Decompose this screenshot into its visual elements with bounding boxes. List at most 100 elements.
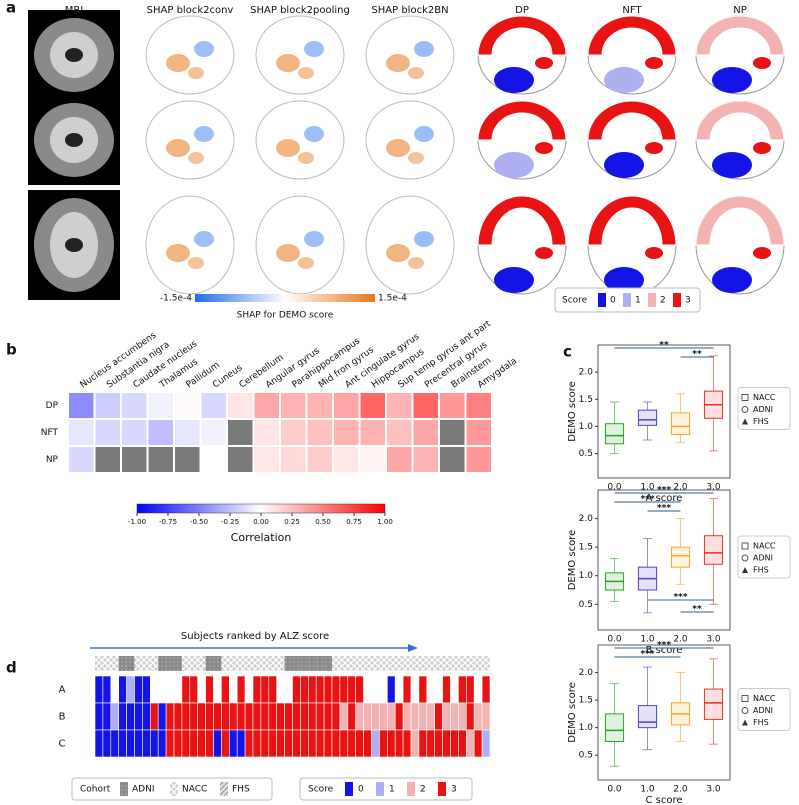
heatmap-cell	[173, 418, 202, 447]
heatmap-cell	[307, 675, 317, 704]
heatmap-cell	[229, 702, 238, 731]
heatmap-cell	[358, 418, 387, 447]
region	[535, 57, 553, 69]
heatmap-cell	[213, 729, 222, 758]
heatmap-cell	[458, 729, 467, 758]
legend-label: 3	[451, 785, 457, 795]
significance-label: ***	[640, 495, 654, 505]
heatmap-cell	[173, 702, 183, 731]
heatmap-cell	[379, 729, 388, 758]
heatmap-cell	[411, 445, 440, 474]
heatmap-cell	[418, 729, 428, 758]
heatmap-cell	[142, 729, 151, 758]
shap-blob	[414, 126, 434, 142]
cohort-cell	[118, 656, 127, 671]
legend-marker	[741, 406, 749, 413]
heatmap-cell	[363, 675, 372, 704]
legend-box	[737, 387, 791, 430]
panel-label: c	[563, 343, 572, 361]
heatmap-cell	[268, 702, 277, 731]
heatmap-cell	[450, 675, 459, 704]
cohort-cell	[466, 656, 475, 671]
cohort-cell	[316, 656, 325, 671]
cohort-cell	[276, 656, 285, 671]
y-axis-label: DEMO score	[567, 682, 578, 743]
heatmap-cell	[339, 729, 349, 758]
x-tick-label: 3.0	[706, 635, 721, 645]
heatmap-cell	[386, 675, 396, 704]
cohort-cell	[371, 656, 380, 671]
cohort-cell	[110, 656, 119, 671]
significance-label: **	[692, 605, 702, 615]
heatmap-cell	[358, 445, 387, 474]
shap-blob	[188, 67, 204, 79]
heatmap-cell	[284, 675, 293, 704]
significance-label: **	[692, 350, 702, 360]
shap-blob	[304, 126, 324, 142]
heatmap-cell	[94, 675, 104, 704]
panel-label: b	[6, 341, 17, 359]
region	[477, 195, 567, 246]
heatmap-cell	[173, 445, 202, 474]
heatmap-cell	[473, 675, 483, 704]
x-tick-label: 2.0	[673, 635, 688, 645]
heatmap-cell	[199, 391, 228, 420]
heatmap-cell	[93, 391, 122, 420]
heatmap-cell	[450, 702, 459, 731]
heatmap-cell	[315, 702, 325, 731]
cohort-cell	[434, 656, 443, 671]
cohort-cell	[268, 656, 277, 671]
region	[645, 247, 663, 259]
plot-frame	[597, 344, 731, 479]
heatmap-cell	[418, 702, 428, 731]
x-tick-label: 3.0	[706, 785, 721, 795]
significance-label: ***	[657, 486, 671, 496]
cohort-cell	[474, 656, 483, 671]
column-heading: SHAP block2pooling	[250, 5, 350, 16]
heatmap-cell	[410, 675, 420, 704]
heatmap-cell	[300, 702, 309, 731]
heatmap-cell	[292, 675, 301, 704]
heatmap-cell	[323, 729, 333, 758]
x-tick-label: 2.0	[673, 785, 688, 795]
x-tick-label: 0.0	[607, 483, 622, 493]
heatmap-cell	[379, 675, 388, 704]
x-tick-label: 2.0	[673, 483, 688, 493]
cohort-cell	[197, 656, 206, 671]
heatmap-cell	[126, 702, 135, 731]
significance-label: **	[659, 341, 669, 351]
shap-blob	[414, 231, 434, 247]
cohort-cell	[126, 656, 135, 671]
column-heading: SHAP block2conv	[147, 5, 234, 16]
heatmap-cell	[438, 391, 467, 420]
shap-blob	[298, 67, 314, 79]
heatmap-cell	[252, 391, 281, 420]
heatmap-cell	[146, 445, 175, 474]
legend-label: FHS	[753, 718, 769, 727]
heatmap-cell	[252, 702, 262, 731]
cohort-cell	[95, 656, 103, 671]
region	[695, 195, 785, 246]
legend-swatch	[120, 782, 128, 796]
heatmap-cell	[386, 702, 396, 731]
cohort-cell	[142, 656, 151, 671]
y-tick-label: 1.5	[579, 395, 593, 405]
heatmap-cell	[385, 391, 414, 420]
y-tick-label: 1.5	[579, 543, 593, 553]
cohort-cell	[166, 656, 174, 671]
heatmap-cell	[181, 729, 191, 758]
heatmap-cell	[213, 702, 222, 731]
heatmap-cell	[394, 675, 404, 704]
significance-label: ***	[640, 650, 654, 660]
legend-swatch	[376, 782, 384, 796]
brain-outline	[255, 15, 345, 95]
heatmap-cell	[229, 729, 238, 758]
heatmap-cell	[181, 702, 191, 731]
heatmap-cell	[197, 729, 206, 758]
heatmap-cell	[102, 702, 112, 731]
shap-blob	[298, 257, 314, 269]
legend-swatch	[438, 782, 446, 796]
shap-blob	[408, 67, 424, 79]
heatmap-cell	[402, 729, 412, 758]
heatmap-cell	[347, 729, 356, 758]
